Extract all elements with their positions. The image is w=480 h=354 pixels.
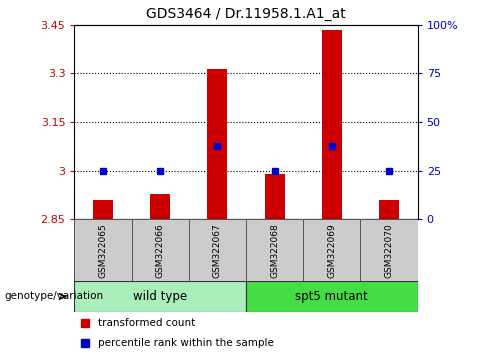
Bar — [207, 69, 228, 219]
Bar — [322, 30, 342, 219]
Bar — [360, 219, 418, 281]
Text: GSM322070: GSM322070 — [384, 223, 394, 278]
Text: percentile rank within the sample: percentile rank within the sample — [98, 338, 274, 348]
Text: transformed count: transformed count — [98, 318, 196, 329]
Bar — [132, 219, 189, 281]
Text: GSM322069: GSM322069 — [327, 223, 336, 278]
Text: GSM322066: GSM322066 — [156, 223, 165, 278]
Text: genotype/variation: genotype/variation — [5, 291, 104, 302]
Text: GSM322065: GSM322065 — [98, 223, 108, 278]
Text: spt5 mutant: spt5 mutant — [295, 290, 368, 303]
Bar — [303, 219, 360, 281]
Text: GSM322068: GSM322068 — [270, 223, 279, 278]
Text: wild type: wild type — [133, 290, 187, 303]
Bar — [264, 174, 285, 219]
Bar — [246, 219, 303, 281]
Bar — [93, 200, 113, 219]
Bar — [150, 194, 170, 219]
Text: GSM322067: GSM322067 — [213, 223, 222, 278]
Bar — [74, 219, 132, 281]
Bar — [189, 219, 246, 281]
Bar — [379, 200, 399, 219]
Bar — [74, 281, 246, 312]
Bar — [246, 281, 418, 312]
Title: GDS3464 / Dr.11958.1.A1_at: GDS3464 / Dr.11958.1.A1_at — [146, 7, 346, 21]
